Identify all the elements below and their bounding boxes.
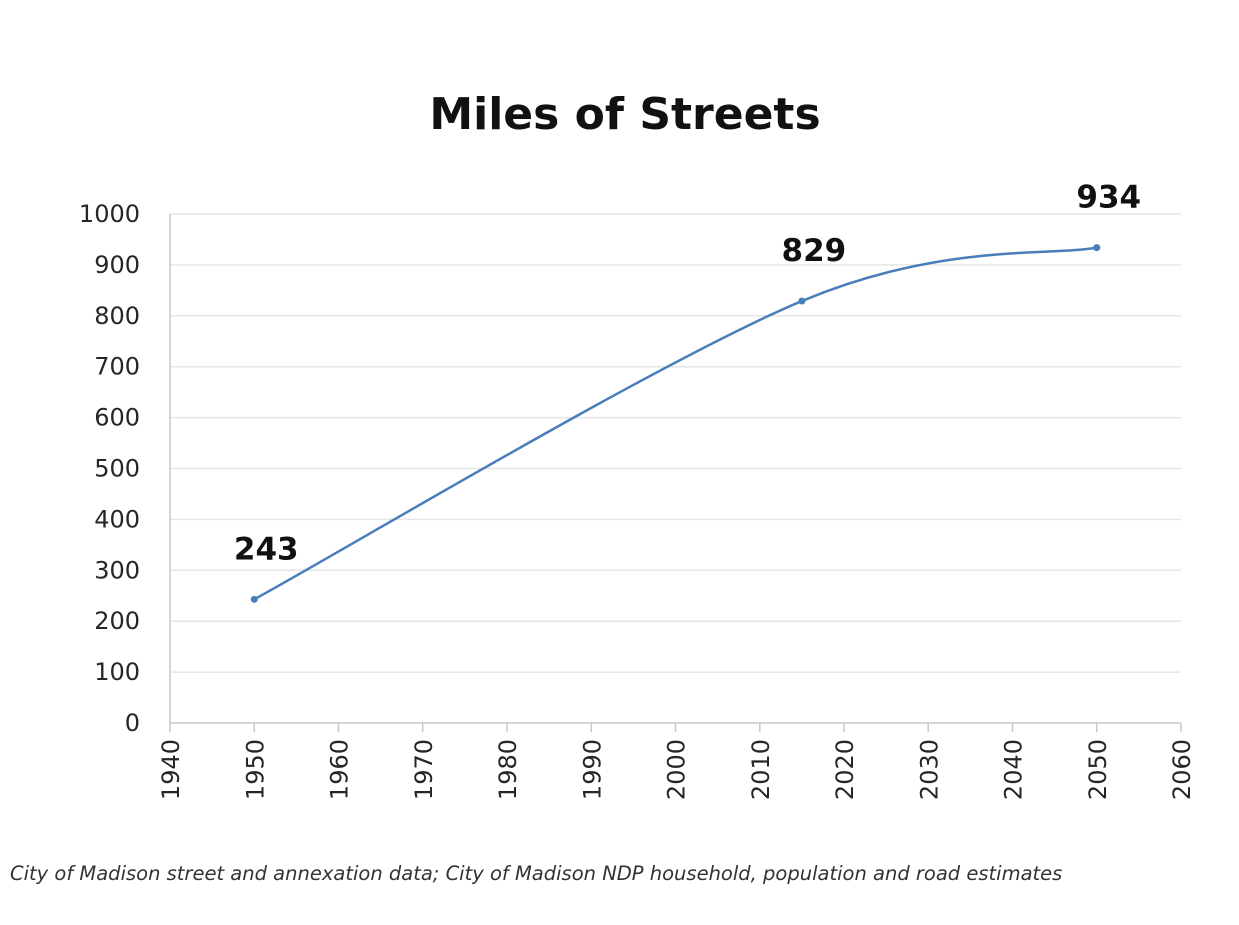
x-tick-label: 2040 bbox=[1000, 739, 1028, 800]
data-label-2015: 829 bbox=[782, 233, 847, 269]
x-tick-label: 2030 bbox=[915, 739, 943, 800]
y-tick-label: 400 bbox=[94, 505, 140, 533]
x-tick-label: 1950 bbox=[241, 739, 269, 800]
x-tick-label: 2060 bbox=[1168, 739, 1196, 800]
source-note: City of Madison street and annexation da… bbox=[10, 862, 1063, 885]
data-label-1950: 243 bbox=[234, 531, 299, 567]
data-point-1950 bbox=[250, 595, 258, 603]
x-tick-label: 1940 bbox=[157, 739, 185, 800]
y-tick-label: 500 bbox=[94, 455, 140, 483]
x-tick-label: 1970 bbox=[410, 739, 438, 800]
y-tick-label: 0 bbox=[125, 709, 140, 737]
y-tick-label: 700 bbox=[94, 353, 140, 381]
data-point-2050 bbox=[1093, 244, 1101, 252]
x-tick-label: 2000 bbox=[663, 739, 691, 800]
x-tick-label: 2020 bbox=[831, 739, 859, 800]
x-tick-label: 2010 bbox=[747, 739, 775, 800]
y-tick-label: 100 bbox=[94, 658, 140, 686]
series-line bbox=[253, 246, 1098, 601]
x-tick-label: 2050 bbox=[1084, 739, 1112, 800]
data-point-2015 bbox=[798, 297, 806, 305]
axes: 0 100 200 300 400 500 600 700 800 900 1000 1940 1950… bbox=[79, 200, 1196, 800]
x-tick-label: 1980 bbox=[494, 739, 522, 800]
data-labels: 243 829 934 bbox=[234, 180, 1141, 568]
x-tick-label: 1990 bbox=[578, 739, 606, 800]
series bbox=[250, 244, 1101, 603]
y-tick-label: 900 bbox=[94, 251, 140, 279]
y-tick-label: 800 bbox=[94, 302, 140, 330]
y-tick-label: 300 bbox=[94, 556, 140, 584]
y-tick-label: 200 bbox=[94, 607, 140, 635]
gridlines bbox=[170, 213, 1181, 673]
y-tick-label: 600 bbox=[94, 404, 140, 432]
x-tick-label: 1960 bbox=[326, 739, 354, 800]
data-label-2050: 934 bbox=[1076, 180, 1141, 216]
y-tick-label: 1000 bbox=[79, 200, 140, 228]
chart-title: Miles of Streets bbox=[429, 89, 820, 140]
